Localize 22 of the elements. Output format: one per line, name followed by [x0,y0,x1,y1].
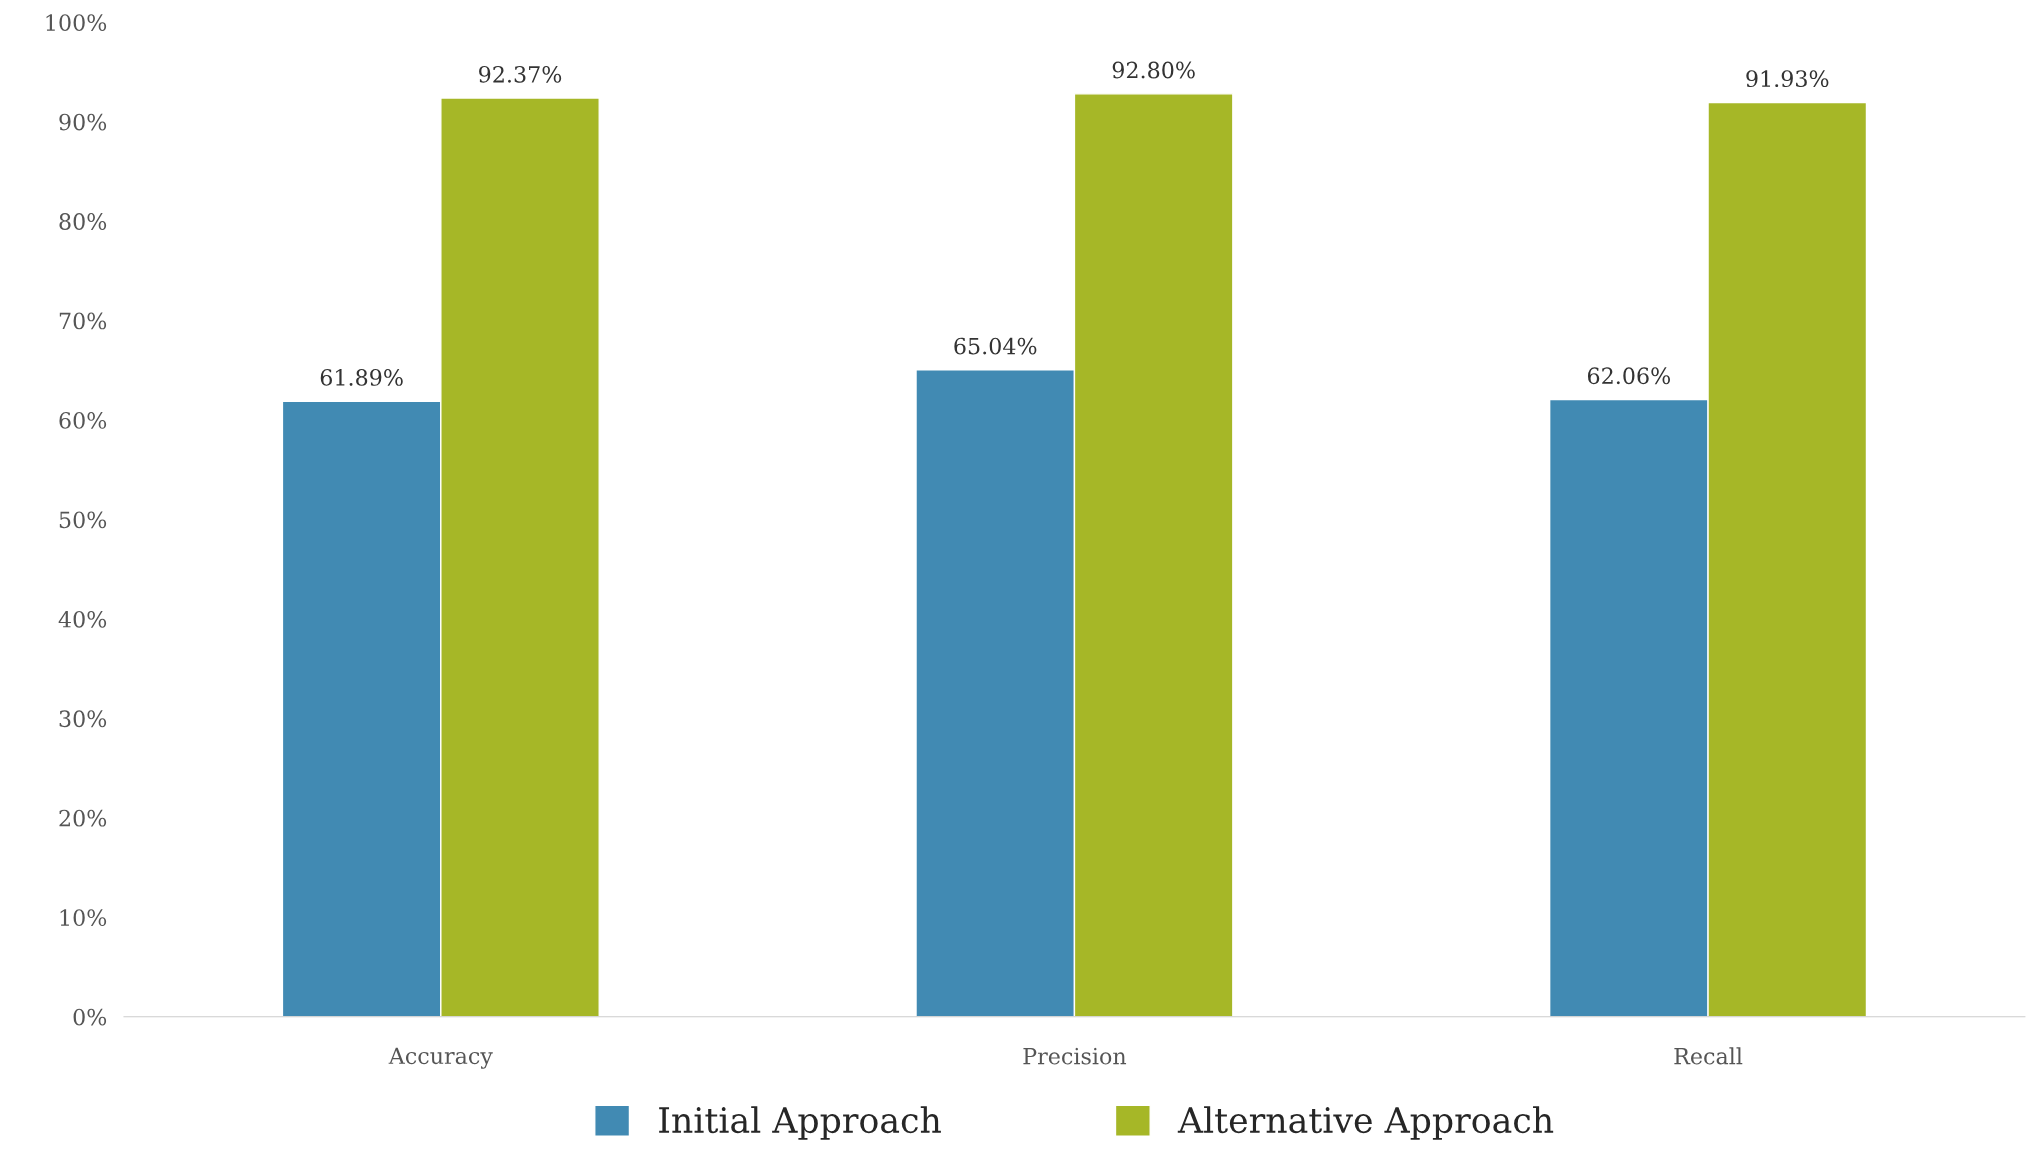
data-label: 92.80% [1112,61,1195,79]
data-label: 65.04% [954,337,1037,355]
y-tick-label: 50% [59,511,107,529]
data-label: 92.37% [479,65,562,83]
x-tick-label: Recall [1674,1047,1743,1065]
legend-label: Alternative Approach [1177,1106,1554,1140]
x-tick-label: Accuracy [388,1047,493,1069]
y-tick-label: 0% [73,1008,107,1026]
y-tick-label: 30% [59,710,107,728]
data-label: 61.89% [320,369,403,386]
y-tick-label: 90% [59,113,107,131]
y-tick-label: 20% [59,809,107,827]
x-tick-label: Precision [1023,1047,1127,1065]
y-tick-label: 100% [46,14,107,31]
y-tick-label: 40% [58,610,107,628]
y-tick-label: 80% [59,213,107,230]
data-label: 91.93% [1746,70,1829,88]
y-tick-label: 60% [59,411,107,429]
y-tick-label: 10% [60,909,107,927]
data-label: 62.06% [1587,367,1670,385]
y-tick-label: 70% [59,312,107,330]
legend-label: Initial Approach [659,1106,941,1140]
